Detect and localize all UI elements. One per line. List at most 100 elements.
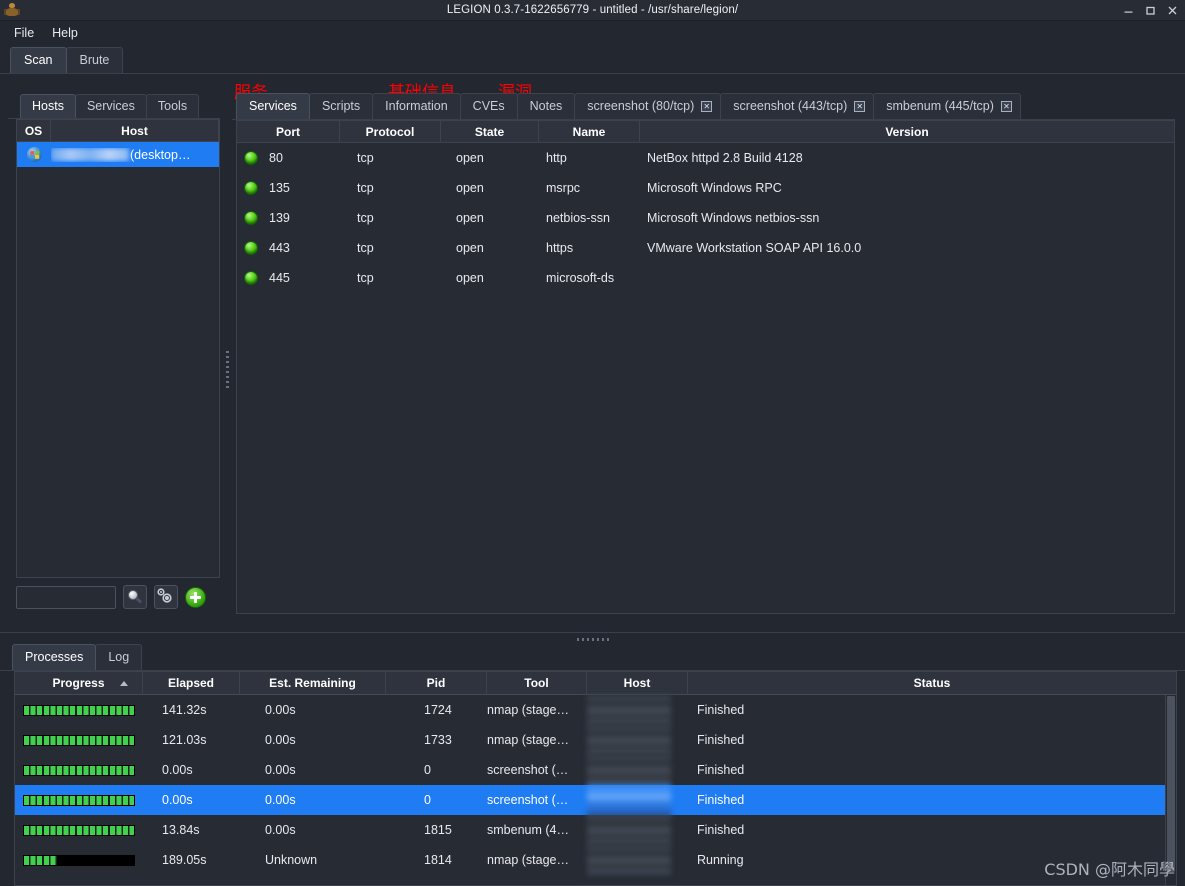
processes-table-row[interactable]: 141.32s 0.00s 1724 nmap (stage… Finished (15, 695, 1176, 725)
port-value: 443 (269, 241, 290, 255)
protocol-cell: tcp (357, 181, 374, 195)
progress-bar (23, 794, 135, 806)
elapsed-cell: 13.84s (162, 823, 200, 837)
column-header-elapsed[interactable]: Elapsed (143, 672, 240, 694)
column-header-est-remaining[interactable]: Est. Remaining (240, 672, 386, 694)
processes-table-row[interactable]: 0.00s 0.00s 0 screenshot (… Finished (15, 785, 1176, 815)
redacted-host-address (587, 695, 671, 725)
service-state-icon (245, 182, 257, 194)
pid-cell: 0 (424, 763, 431, 777)
progress-bar (23, 854, 135, 866)
services-table-row[interactable]: 80 tcp open http NetBox httpd 2.8 Build 4128 (237, 143, 1174, 173)
close-icon[interactable]: ✕ (1000, 101, 1012, 112)
pid-cell: 1814 (424, 853, 452, 867)
horizontal-splitter[interactable] (0, 632, 1185, 646)
close-icon[interactable]: ✕ (854, 101, 866, 112)
service-name-cell: http (546, 151, 567, 165)
service-state-icon (245, 212, 257, 224)
column-header-name[interactable]: Name (539, 121, 640, 142)
protocol-cell: tcp (357, 151, 374, 165)
tab-notes[interactable]: Notes (516, 93, 576, 119)
tab-scan[interactable]: Scan (10, 47, 67, 73)
column-header-pid[interactable]: Pid (386, 672, 487, 694)
tab-scripts[interactable]: Scripts (308, 93, 374, 119)
services-table-row[interactable]: 139 tcp open netbios-ssn Microsoft Windows n… (237, 203, 1174, 233)
host-cell (587, 695, 688, 725)
tab-services[interactable]: Services (236, 93, 310, 119)
protocol-cell: tcp (357, 271, 374, 285)
column-header-progress[interactable]: Progress (15, 672, 143, 694)
hosts-list: OS Host (desktop… (16, 119, 220, 578)
tab-hosts[interactable]: Hosts (20, 94, 76, 118)
services-table-body: 80 tcp open http NetBox httpd 2.8 Build 4128… (237, 143, 1174, 293)
tab-screenshot-443[interactable]: screenshot (443/tcp) ✕ (720, 93, 875, 119)
tab-label: smbenum (445/tcp) (886, 99, 994, 113)
tab-information[interactable]: Information (372, 93, 461, 119)
menu-bar: File Help (0, 21, 1185, 45)
close-icon[interactable]: ✕ (701, 101, 713, 112)
port-cell: 139 (237, 203, 340, 233)
service-state-icon (245, 242, 257, 254)
services-table-row[interactable]: 443 tcp open https VMware Workstation SOAP A… (237, 233, 1174, 263)
add-host-button[interactable] (185, 586, 206, 608)
elapsed-cell: 121.03s (162, 733, 207, 747)
port-cell: 80 (237, 143, 340, 173)
column-header-host[interactable]: Host (587, 672, 688, 694)
splitter-grip-icon (576, 638, 609, 641)
progress-cell (15, 725, 143, 755)
column-header-host[interactable]: Host (51, 120, 219, 141)
menu-file[interactable]: File (14, 26, 35, 40)
port-cell: 443 (237, 233, 340, 263)
maximize-icon[interactable] (1139, 0, 1161, 21)
host-list-item[interactable]: (desktop… (17, 142, 219, 167)
tab-processes[interactable]: Processes (12, 644, 97, 670)
menu-help[interactable]: Help (52, 26, 78, 40)
status-cell: Finished (697, 823, 745, 837)
status-cell: Finished (697, 763, 745, 777)
protocol-cell: tcp (357, 241, 374, 255)
column-header-status[interactable]: Status (913, 676, 951, 690)
column-header-port[interactable]: Port (237, 121, 340, 142)
processes-table-row[interactable]: 13.84s 0.00s 1815 smbenum (4… Finished (15, 815, 1176, 845)
vertical-splitter[interactable] (222, 120, 232, 620)
scrollbar-thumb[interactable] (1167, 696, 1175, 872)
processes-table-row[interactable]: 121.03s 0.00s 1733 nmap (stage… Finished (15, 725, 1176, 755)
host-cell (587, 725, 688, 755)
tab-screenshot-80[interactable]: screenshot (80/tcp) ✕ (574, 93, 722, 119)
column-header-label: Progress (52, 676, 105, 690)
pid-cell: 1815 (424, 823, 452, 837)
tab-services-left[interactable]: Services (74, 94, 147, 118)
processes-table-row[interactable]: 189.05s Unknown 1814 nmap (stage… Running (15, 845, 1176, 875)
processes-panel: Processes Log Progress Elapsed Est. Rema… (0, 644, 1185, 886)
port-value: 139 (269, 211, 290, 225)
search-input[interactable] (16, 585, 116, 609)
service-name-cell: netbios-ssn (546, 211, 610, 225)
est-remaining-cell: 0.00s (265, 703, 296, 717)
processes-table-row[interactable]: 0.00s 0.00s 0 screenshot (… Finished (15, 755, 1176, 785)
host-label: (desktop… (130, 147, 191, 162)
tab-brute[interactable]: Brute (65, 47, 124, 73)
tab-log[interactable]: Log (95, 644, 143, 670)
host-cell: (desktop… (51, 148, 219, 162)
tab-tools[interactable]: Tools (145, 94, 200, 118)
redacted-host-address (587, 845, 671, 875)
services-table: Port Protocol State Name Version 80 tcp op… (236, 120, 1175, 614)
minimize-icon[interactable] (1117, 0, 1139, 21)
column-header-state[interactable]: State (441, 121, 539, 142)
processes-scrollbar[interactable] (1165, 695, 1176, 885)
host-search-button[interactable] (123, 585, 147, 609)
services-table-row[interactable]: 445 tcp open microsoft-ds (237, 263, 1174, 293)
services-table-row[interactable]: 135 tcp open msrpc Microsoft Windows RPC (237, 173, 1174, 203)
windows-logo-icon (26, 147, 42, 162)
tool-cell: nmap (stage… (487, 853, 569, 867)
services-table-header: Port Protocol State Name Version (237, 121, 1174, 143)
column-header-os[interactable]: OS (17, 120, 51, 141)
tab-smbenum-445[interactable]: smbenum (445/tcp) ✕ (873, 93, 1021, 119)
host-settings-button[interactable] (154, 585, 178, 609)
column-header-tool[interactable]: Tool (487, 672, 587, 694)
version-cell: Microsoft Windows RPC (647, 181, 782, 195)
tab-cves[interactable]: CVEs (459, 93, 518, 119)
close-icon[interactable] (1161, 0, 1183, 21)
column-header-protocol[interactable]: Protocol (340, 121, 441, 142)
column-header-version[interactable]: Version (885, 124, 929, 139)
